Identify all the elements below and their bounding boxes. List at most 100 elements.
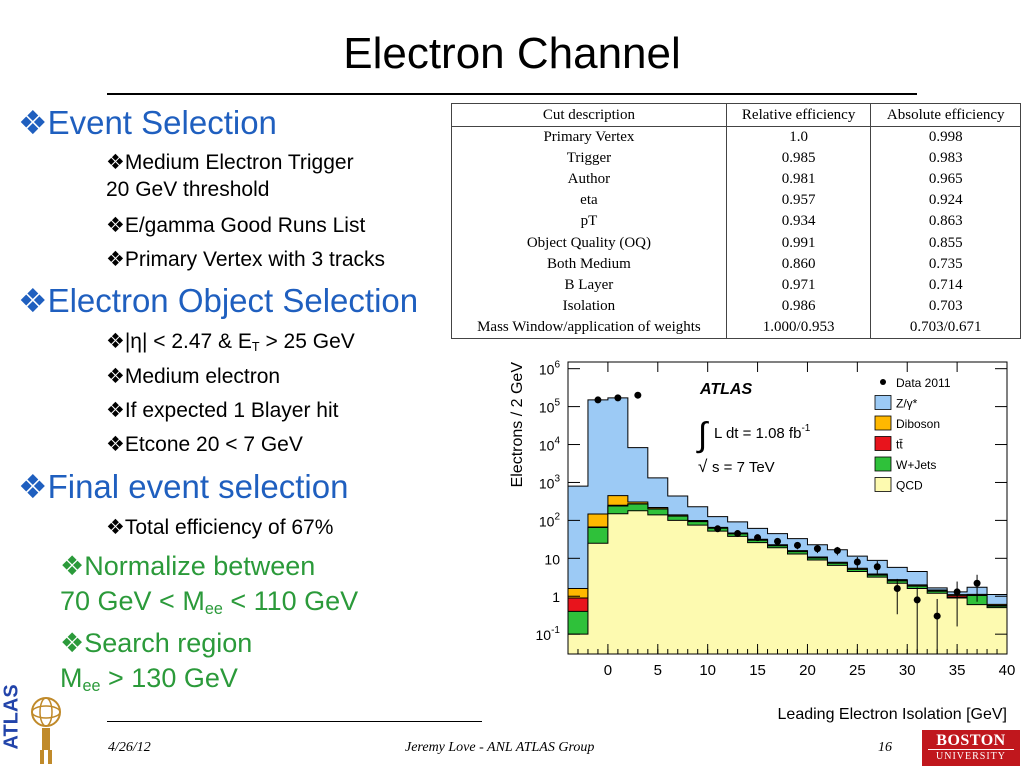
- table-cell: 1.0: [726, 126, 872, 149]
- x-tick-label: 0: [604, 662, 612, 679]
- table-header: Cut description: [451, 103, 727, 127]
- table-cell: Isolation: [451, 295, 727, 317]
- bullet-search-range: Mee > 130 GeV: [60, 663, 238, 696]
- bullet-item: ❖Etcone 20 < 7 GeV: [106, 432, 303, 456]
- table-cell: 0.924: [928, 192, 963, 209]
- bullet-item: ❖E/gamma Good Runs List: [106, 213, 366, 237]
- footer-date: 4/26/12: [108, 740, 151, 755]
- table-row: Primary Vertex 1.0 0.998: [451, 126, 1021, 149]
- bullet-item-continuation: 20 GeV threshold: [106, 178, 270, 201]
- title-rule: [107, 93, 917, 95]
- y-tick-label: 10-1: [536, 625, 561, 643]
- bullet-search: ❖Search region: [60, 628, 253, 659]
- table-cell: 0.855: [928, 234, 963, 251]
- table-row: pT 0.934 0.863: [451, 211, 1021, 233]
- table-header: Absolute efficiency: [870, 103, 1021, 127]
- data-point: [953, 588, 961, 596]
- table-cell: 0.957: [726, 190, 872, 212]
- table-cell: Object Quality (OQ): [451, 232, 727, 254]
- table-header: Relative efficiency: [726, 103, 872, 127]
- data-point: [873, 563, 881, 571]
- y-tick-label: 104: [539, 436, 561, 454]
- atlas-logo: ATLAS: [0, 684, 23, 750]
- legend-swatch: [874, 436, 892, 451]
- histogram-qcd: [567, 510, 1008, 655]
- x-axis-label: Leading Electron Isolation [GeV]: [778, 706, 1007, 723]
- table-cell: Both Medium: [451, 253, 727, 275]
- table-cell: 0.703/0.671: [909, 318, 982, 335]
- table-cell: Primary Vertex: [451, 126, 727, 149]
- table-cell: Trigger: [451, 148, 727, 170]
- atlas-label: ATLAS: [699, 381, 752, 398]
- footer-author: Jeremy Love - ANL ATLAS Group: [405, 740, 595, 755]
- bullet-object-selection: ❖Electron Object Selection: [18, 281, 419, 320]
- y-tick-label: 105: [539, 398, 561, 416]
- table-header-row: Cut description Relative efficiency Abso…: [451, 103, 1021, 127]
- table-cell: 0.991: [726, 232, 872, 254]
- table-cell: 0.981: [726, 169, 872, 191]
- legend-marker-data: [880, 379, 886, 385]
- legend-swatch: [874, 415, 892, 431]
- legend-label: Z/γ*: [896, 397, 918, 411]
- bullet-item: ❖Primary Vertex with 3 tracks: [106, 247, 386, 271]
- data-point: [774, 537, 782, 545]
- bullet-item: ❖Total efficiency of 67%: [106, 515, 334, 539]
- table-row: Both Medium 0.860 0.735: [451, 253, 1021, 275]
- legend-swatch: [874, 395, 892, 410]
- isolation-histogram: 0 5 10 15 20 25 30 35 40 10-1 1 10 102 103 104 105 106 Le…: [509, 360, 1015, 723]
- footer-rule: [107, 721, 482, 722]
- data-point: [833, 547, 841, 555]
- table-cell: 0.703: [928, 297, 963, 314]
- table-cell: Author: [451, 169, 727, 191]
- table-cell: B Layer: [451, 274, 727, 296]
- data-point: [614, 394, 622, 402]
- data-point: [933, 612, 941, 620]
- table-cell: 0.986: [726, 295, 872, 317]
- y-tick-label: 10: [544, 551, 560, 567]
- table-row: eta 0.957 0.924: [451, 190, 1021, 212]
- integral-sign: ∫: [696, 416, 709, 454]
- data-point: [913, 596, 921, 604]
- table-cell: 0.985: [726, 148, 872, 170]
- bullet-item: ❖|η| < 2.47 & ET > 25 GeV: [106, 329, 355, 355]
- cut-efficiency-table: Cut description Relative efficiency Abso…: [451, 103, 1021, 339]
- bullet-list: ❖Event Selection ❖Medium Electron Trigge…: [0, 0, 450, 700]
- data-point: [793, 541, 801, 549]
- table-cell: 1.000/0.953: [726, 316, 872, 339]
- bullet-item: ❖Medium electron: [106, 364, 281, 388]
- bullet-item: ❖If expected 1 Blayer hit: [106, 398, 339, 422]
- footer-page-number: 16: [878, 740, 892, 755]
- data-point: [853, 558, 861, 566]
- table-cell: 0.860: [726, 253, 872, 275]
- table-row: B Layer 0.971 0.714: [451, 274, 1021, 296]
- table-row: Mass Window/application of weights 1.000/…: [451, 316, 1021, 339]
- table-cell: 0.965: [928, 171, 963, 188]
- data-point: [754, 534, 762, 542]
- legend-label: Diboson: [896, 417, 940, 431]
- sqrt-sign: √: [698, 457, 708, 476]
- y-tick-label: 103: [539, 473, 561, 491]
- x-tick-label: 30: [899, 662, 916, 679]
- table-row: Author 0.981 0.965: [451, 169, 1021, 191]
- bullet-event-selection: ❖Event Selection: [18, 103, 277, 142]
- x-tick-label: 20: [799, 662, 816, 679]
- table-row: Isolation 0.986 0.703: [451, 295, 1021, 317]
- table-cell: 0.971: [726, 274, 872, 296]
- lumi-label: L dt = 1.08 fb-1: [714, 423, 811, 442]
- table-row: Object Quality (OQ) 0.991 0.855: [451, 232, 1021, 254]
- x-tick-label: 10: [699, 662, 716, 679]
- table-cell: 0.983: [928, 150, 963, 167]
- legend-label: QCD: [896, 479, 923, 493]
- table-cell: 0.934: [726, 211, 872, 233]
- table-cell: 0.735: [928, 255, 963, 272]
- bullet-normalize: ❖Normalize between: [60, 551, 316, 582]
- y-tick-label: 1: [552, 589, 560, 605]
- bullet-item: ❖Medium Electron Trigger: [106, 150, 354, 174]
- table-cell: 0.998: [928, 129, 963, 146]
- x-tick-label: 5: [654, 662, 662, 679]
- data-point: [973, 579, 981, 587]
- table-cell: Mass Window/application of weights: [451, 316, 727, 339]
- x-tick-label: 25: [849, 662, 866, 679]
- legend-label: Data 2011: [896, 376, 951, 390]
- energy-label: s = 7 TeV: [712, 459, 775, 476]
